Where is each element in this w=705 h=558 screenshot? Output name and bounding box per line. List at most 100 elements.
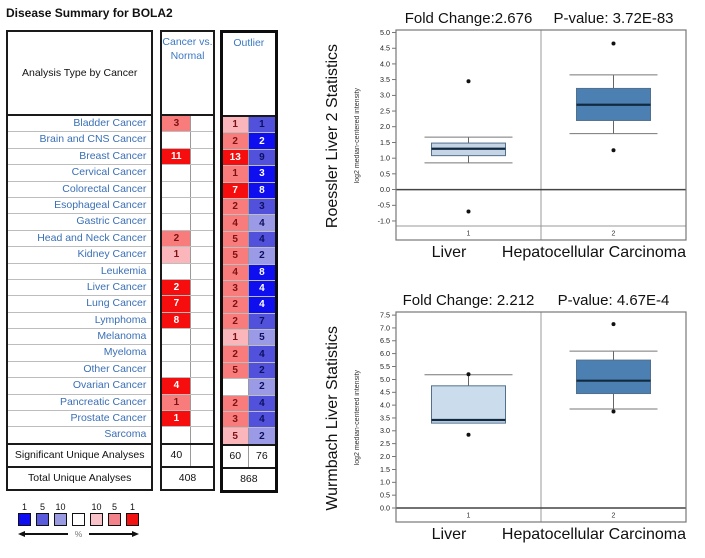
grid-cell-outlier-down[interactable]: 4 [248,346,275,362]
grid-cell-outlier-down[interactable]: 4 [248,215,275,231]
percent-label: % [74,528,83,539]
group-label-hcc: Hepatocellular Carcinoma [501,244,686,261]
outlier-header: Outlier [222,33,275,117]
grid-cell-cvn[interactable]: 11 [162,148,192,165]
grid-cell-outlier-up[interactable]: 4 [222,264,249,280]
grid-cell-outlier-down[interactable]: 2 [248,248,275,264]
grid-cell-outlier-up[interactable]: 3 [222,280,249,297]
grid-cell-outlier-down[interactable]: 8 [248,264,275,280]
row-label[interactable]: Liver Cancer [8,278,152,295]
row-label[interactable]: Gastric Cancer [8,213,152,229]
grid-cell-outlier-up[interactable]: 1 [222,166,249,182]
grid-cell-outlier-up[interactable]: 1 [222,330,249,346]
svg-text:-1.0: -1.0 [378,216,390,225]
grid-cell-cvn[interactable]: 1 [162,247,192,263]
grid-cell-outlier-down[interactable]: 3 [248,198,275,215]
row-label[interactable]: Bladder Cancer [73,117,147,129]
grid-cell-cvn[interactable]: 2 [162,279,192,296]
grid-cell-cvn[interactable]: 4 [162,378,192,394]
grid-cell-outlier-down[interactable]: 4 [248,231,275,248]
grid-cell-outlier-up[interactable]: 7 [222,182,249,198]
cell-value: 4 [248,215,275,231]
grid-cell-outlier-up[interactable]: 4 [222,215,249,231]
grid-cell-empty [191,149,212,164]
row-label[interactable]: Breast Cancer [8,147,152,164]
grid-cell-cvn[interactable]: 8 [162,312,192,329]
grid-cell-outlier-up[interactable]: 1 [222,117,249,133]
grid-cell-outlier-down[interactable]: 4 [248,395,275,412]
row-label[interactable]: Esophageal Cancer [8,196,152,213]
row-label[interactable]: Other Cancer [8,360,152,377]
legend-swatch [90,512,103,526]
grid-cell-empty [162,197,192,214]
svg-text:2.0: 2.0 [380,122,390,131]
svg-text:0.5: 0.5 [380,169,390,178]
grid-cell-outlier-up[interactable]: 5 [222,362,249,379]
grid-cell-outlier-up[interactable]: 3 [222,412,249,428]
grid-cell-outlier-up[interactable]: 5 [222,231,249,248]
grid-cell-empty [162,214,192,230]
group-label-liver: Liver [431,244,467,261]
grid-cell-outlier-up[interactable]: 2 [222,198,249,215]
grid-cell-outlier-down[interactable]: 4 [248,297,275,313]
grid-cell-outlier-up[interactable]: 5 [222,248,249,264]
grid-cell-outlier-up[interactable]: 2 [222,297,249,313]
grid-cell-outlier-down[interactable]: 4 [248,280,275,297]
svg-text:2: 2 [612,231,616,238]
grid-cell-outlier-down[interactable]: 3 [248,166,275,182]
row-label[interactable]: Sarcoma [8,426,152,442]
grid-cell-outlier-down[interactable]: 2 [248,362,275,379]
grid-cell-outlier-down[interactable]: 2 [248,379,275,395]
grid-cell-outlier-up[interactable]: 13 [222,149,249,166]
row-label[interactable]: Kidney Cancer [8,246,152,262]
grid-cell-empty [191,378,212,393]
grid-cell-outlier-down[interactable]: 5 [248,330,275,346]
grid-cell-empty [191,231,212,246]
grid-cell-cvn[interactable]: 2 [162,230,192,247]
table-row: 2 [222,378,275,395]
grid-cell-cvn[interactable]: 7 [162,296,192,312]
grid-cell-empty [162,329,192,345]
svg-text:2.5: 2.5 [380,106,390,115]
grid-cell-outlier-down[interactable]: 7 [248,313,275,330]
row-label[interactable]: Prostate Cancer [8,410,152,426]
grid-cell-empty [191,132,212,147]
fold-change-label: Fold Change:2.676 [404,10,533,27]
grid-cell-outlier-down[interactable]: 8 [248,182,275,198]
row-label[interactable]: Head and Neck Cancer [8,229,152,246]
grid-cell-outlier-down[interactable]: 2 [248,428,275,444]
svg-text:4.5: 4.5 [380,44,390,53]
row-label[interactable]: Pancreatic Cancer [8,393,152,410]
row-label[interactable]: Leukemia [8,262,152,279]
row-label[interactable]: Cervical Cancer [8,164,152,180]
row-label[interactable]: Melanoma [8,328,152,344]
cell-value: 4 [248,280,275,297]
grid-cell-outlier-up[interactable]: 2 [222,133,249,149]
legend-swatch [126,512,139,526]
row-label[interactable]: Lung Cancer [8,295,152,311]
row-label[interactable]: Ovarian Cancer [8,377,152,393]
grid-cell-cvn[interactable]: 1 [162,394,192,411]
grid-cell-cvn[interactable]: 1 [162,411,192,427]
row-label[interactable]: Myeloma [8,344,152,360]
svg-text:0.0: 0.0 [380,185,390,194]
grid-cell-empty [162,132,192,148]
grid-cell-outlier-up[interactable]: 2 [222,313,249,330]
grid-cell-outlier-down[interactable]: 1 [248,117,275,133]
grid-cell-cvn[interactable]: 3 [162,116,192,132]
row-label[interactable]: Lymphoma [8,311,152,328]
grid-cell-outlier-down[interactable]: 9 [248,149,275,166]
grid-cell-outlier-down[interactable]: 2 [248,133,275,149]
grid-cell-outlier-down[interactable]: 4 [248,412,275,428]
grid-cell-outlier-up[interactable]: 5 [222,428,249,444]
grid-cell-empty [191,165,212,180]
grid-cell-outlier-up[interactable]: 2 [222,395,249,412]
svg-text:-0.5: -0.5 [378,201,390,210]
grid-cell-outlier-up[interactable]: 2 [222,346,249,362]
table-row [162,196,213,214]
significant-outlier-value-1: 60 [223,445,249,467]
row-label[interactable]: Brain and CNS Cancer [8,131,152,147]
row-label[interactable]: Colorectal Cancer [8,180,152,197]
